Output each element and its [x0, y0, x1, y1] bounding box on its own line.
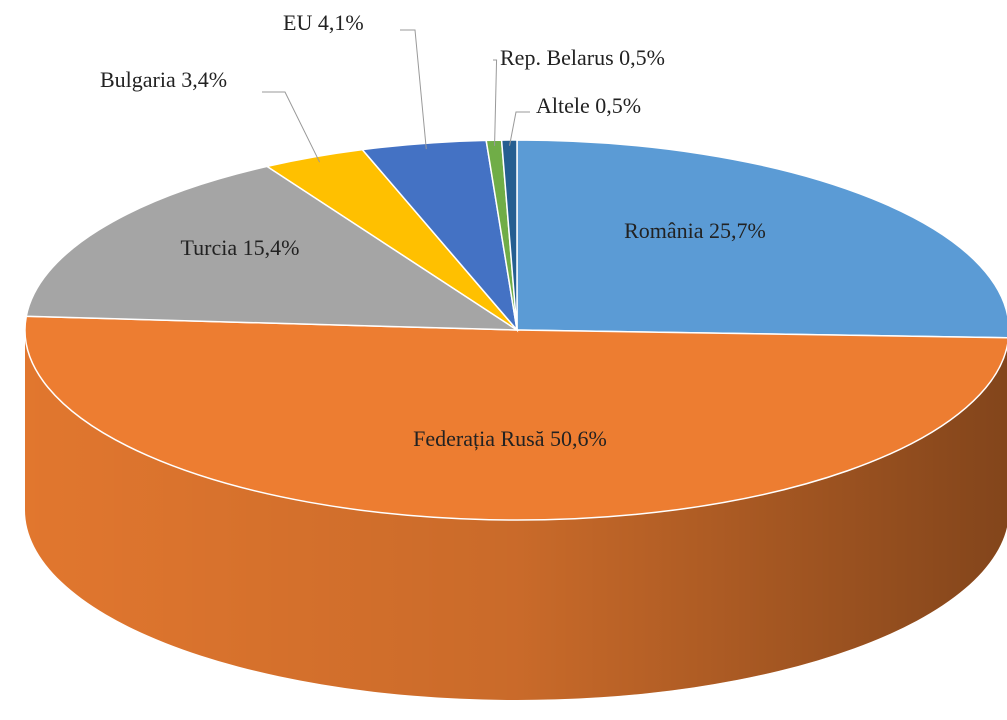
- pie-slice: [24, 315, 1007, 521]
- pie-slice: [500, 139, 518, 331]
- value-label: 0,5%: [595, 93, 641, 118]
- value-label: 50,6%: [550, 426, 607, 451]
- category-name: EU: [283, 10, 312, 35]
- category-name: Turcia: [181, 235, 238, 260]
- data-label: Federația Rusă 50,6%: [413, 426, 607, 451]
- value-label: 0,5%: [619, 45, 665, 70]
- data-label: Turcia 15,4%: [181, 235, 300, 260]
- leader-line: [262, 91, 321, 163]
- category-name: Federația Rusă: [413, 426, 545, 451]
- leader-line: [493, 59, 498, 146]
- value-label: 15,4%: [243, 235, 300, 260]
- data-label: Bulgaria 3,4%: [100, 67, 227, 92]
- data-label: Rep. Belarus 0,5%: [500, 45, 665, 70]
- category-name: Altele: [536, 93, 590, 118]
- data-label: România 25,7%: [624, 218, 766, 243]
- leader-line: [400, 29, 427, 150]
- category-name: România: [624, 218, 704, 243]
- pie-slice: [516, 139, 1007, 339]
- value-label: 4,1%: [318, 10, 364, 35]
- data-label: Altele 0,5%: [536, 93, 641, 118]
- category-name: Rep. Belarus: [500, 45, 614, 70]
- data-label: EU 4,1%: [283, 10, 364, 35]
- leader-line: [509, 111, 530, 146]
- value-label: 25,7%: [709, 218, 766, 243]
- pie-side-shade: [25, 330, 1007, 700]
- category-name: Bulgaria: [100, 67, 176, 92]
- pie-slice: [25, 165, 520, 331]
- value-label: 3,4%: [181, 67, 227, 92]
